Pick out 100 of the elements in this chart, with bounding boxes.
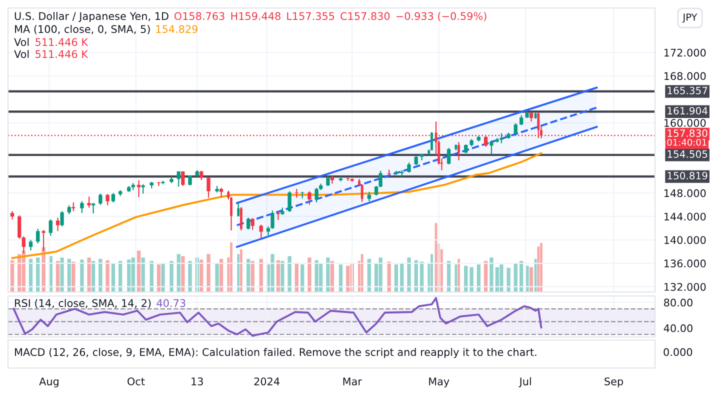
bar: [87, 258, 91, 292]
bar: [308, 258, 312, 292]
y-tick-label: 80.00: [664, 298, 692, 307]
candlestick: [36, 228, 40, 244]
text: JPY: [682, 14, 698, 23]
candlestick: [326, 176, 330, 187]
y-tick-label: 132.000: [664, 282, 706, 291]
candlestick: [206, 176, 210, 198]
y-tick-label: 148.000: [664, 189, 706, 198]
annotation: L157.355: [287, 12, 334, 20]
y-tick-label: 140.000: [664, 236, 706, 244]
x-tick-label: Mar: [343, 378, 362, 386]
bar: [537, 246, 540, 292]
candlestick: [18, 214, 22, 240]
bar: [326, 258, 330, 292]
line-series: [11, 152, 542, 260]
annotation: 154.829: [156, 25, 198, 34]
candlestick: [28, 239, 33, 251]
bar: [540, 243, 542, 292]
ref-line-label: 161.904: [668, 106, 708, 115]
bar: [80, 260, 84, 292]
candlestick: [500, 132, 504, 144]
bar: [206, 254, 210, 292]
ref-line-label: 157.830: [668, 129, 708, 137]
annotation: O158.763: [174, 12, 224, 20]
bar: [240, 249, 242, 292]
candlestick: [240, 206, 242, 232]
bar: [98, 258, 102, 292]
bar: [470, 267, 474, 292]
candlestick: [246, 217, 250, 230]
candlestick: [176, 170, 180, 188]
candlestick: [407, 162, 411, 174]
y-tick-label: 144.000: [664, 212, 706, 221]
annotation: 511.446 K: [36, 38, 88, 46]
x-tick-label: May: [429, 378, 450, 388]
annotation: Vol: [14, 50, 29, 58]
x-tick-label: 13: [192, 377, 203, 386]
candlestick: [458, 142, 460, 161]
bar: [170, 260, 174, 292]
y-tick-label: 172.000: [664, 48, 706, 57]
candlestick: [106, 194, 110, 206]
x-tick-label: Jul: [518, 377, 531, 388]
annotation: −0.933 (−0.59%): [396, 12, 486, 22]
candlestick: [514, 122, 518, 136]
bar: [458, 258, 460, 292]
bar: [215, 263, 219, 292]
candlestick: [111, 192, 116, 203]
chart-title: U.S. Dollar / Japanese Yen, 1D: [14, 12, 168, 22]
bar: [42, 247, 46, 292]
text: 0.000: [664, 348, 692, 356]
annotation: 511.446 K: [36, 50, 88, 58]
annotation: H159.448: [231, 12, 280, 20]
y-tick-label: 136.000: [664, 260, 706, 268]
bar: [387, 262, 391, 292]
candlestick: [87, 196, 91, 208]
bar: [280, 260, 284, 292]
candlestick: [98, 193, 102, 206]
y-tick-label: 160.000: [664, 119, 706, 127]
bar: [378, 258, 382, 292]
candlestick: [60, 210, 64, 227]
candlestick: [430, 132, 433, 151]
candlestick: [367, 191, 372, 202]
y-tick-label: 40.00: [664, 324, 692, 332]
candlestick: [519, 114, 524, 126]
candlestick: [414, 155, 418, 166]
candlestick: [92, 202, 96, 214]
bar: [360, 254, 364, 292]
x-tick-label: Oct: [128, 377, 145, 386]
bar: [137, 250, 141, 292]
candlestick: [181, 170, 185, 187]
bar: [60, 258, 64, 292]
candlestick: [288, 190, 292, 212]
bar: [237, 254, 240, 292]
candlestick: [308, 190, 312, 206]
bar: [270, 254, 274, 292]
chart-title: RSI (14, close, SMA, 14, 2): [15, 298, 151, 308]
candlestick: [314, 187, 318, 203]
bar: [430, 254, 433, 292]
bar: [454, 264, 458, 292]
candlestick: [490, 140, 494, 155]
bar: [230, 242, 232, 292]
candlestick: [200, 170, 204, 181]
candlestick: [529, 112, 534, 122]
annotation: C157.830: [340, 12, 390, 20]
annotation: MA (100, close, 0, SMA, 5): [15, 24, 150, 34]
candlestick: [219, 187, 224, 198]
ref-line-label: 150.819: [668, 172, 708, 180]
ref-line-label: 165.357: [668, 86, 708, 94]
candlestick: [80, 200, 84, 214]
text: 01:40:01: [667, 138, 706, 146]
x-tick-label: Aug: [39, 378, 58, 388]
candlestick: [446, 147, 451, 165]
bar: [490, 258, 494, 292]
text: MACD (12, 26, close, 9, EMA, EMA): Calculation failed. Remove the script and reapply it to the chart.: [15, 348, 536, 358]
candlestick: [237, 200, 240, 218]
bar: [407, 258, 411, 292]
line-series: [12, 296, 542, 337]
x-tick-label: Sep: [604, 377, 624, 388]
bar: [188, 260, 192, 292]
bar: [288, 256, 292, 292]
